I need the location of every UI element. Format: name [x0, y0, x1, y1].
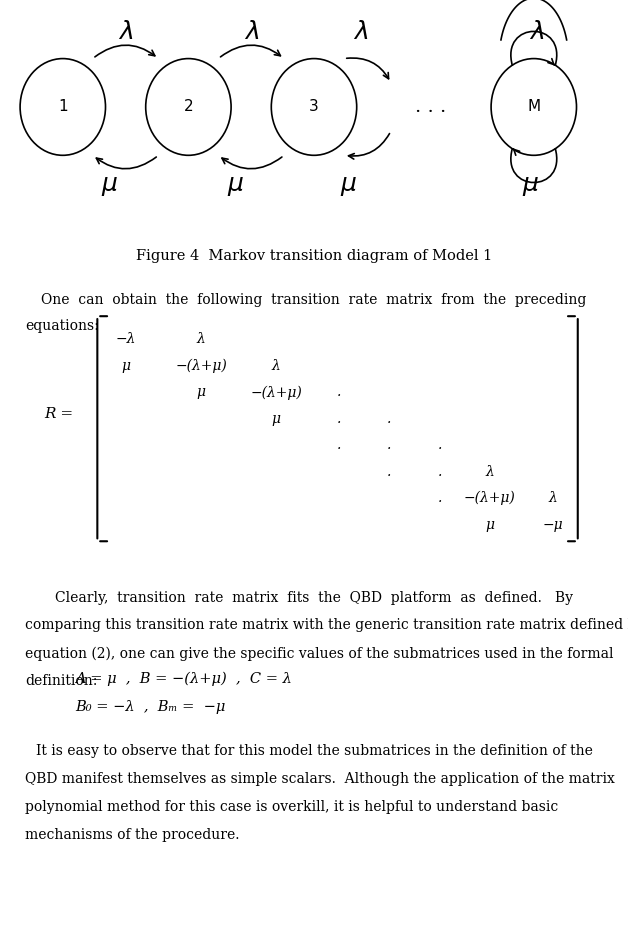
Text: −(λ+μ): −(λ+μ) — [175, 359, 227, 373]
Text: λ: λ — [272, 359, 281, 373]
Text: M: M — [528, 100, 540, 114]
Text: μ: μ — [121, 359, 130, 373]
Text: .: . — [337, 438, 341, 452]
Text: −λ: −λ — [116, 332, 136, 347]
Text: 3: 3 — [309, 100, 319, 114]
Text: $\mu$: $\mu$ — [227, 175, 244, 197]
Text: $\mu$: $\mu$ — [340, 175, 357, 197]
Text: .: . — [387, 465, 391, 479]
Text: $\lambda$: $\lambda$ — [244, 21, 259, 44]
Text: $\mu$: $\mu$ — [522, 175, 539, 197]
Text: B₀ = −λ  ,  Bₘ =  −μ: B₀ = −λ , Bₘ = −μ — [75, 699, 225, 714]
Text: μ: μ — [272, 412, 281, 426]
Text: .: . — [438, 465, 441, 479]
Text: $\mu$: $\mu$ — [101, 175, 119, 197]
Text: Figure 4  Markov transition diagram of Model 1: Figure 4 Markov transition diagram of Mo… — [136, 248, 492, 263]
Text: . . .: . . . — [414, 98, 446, 116]
Text: R =: R = — [44, 406, 73, 421]
Text: mechanisms of the procedure.: mechanisms of the procedure. — [25, 828, 240, 842]
FancyArrowPatch shape — [222, 157, 282, 168]
Text: .: . — [438, 491, 441, 505]
Text: −(λ+μ): −(λ+μ) — [464, 491, 516, 505]
FancyArrowPatch shape — [347, 58, 389, 79]
Text: −μ: −μ — [543, 517, 563, 532]
Text: $\lambda$: $\lambda$ — [529, 21, 544, 44]
Text: 1: 1 — [58, 100, 68, 114]
FancyArrowPatch shape — [548, 59, 555, 65]
Text: One  can  obtain  the  following  transition  rate  matrix  from  the  preceding: One can obtain the following transition … — [41, 293, 587, 307]
Text: It is easy to observe that for this model the submatrices in the definition of t: It is easy to observe that for this mode… — [36, 744, 592, 758]
Text: QBD manifest themselves as simple scalars.  Although the application of the matr: QBD manifest themselves as simple scalar… — [25, 772, 615, 786]
FancyArrowPatch shape — [96, 157, 156, 168]
Text: .: . — [387, 438, 391, 452]
Text: .: . — [387, 412, 391, 426]
Text: −(λ+μ): −(λ+μ) — [251, 385, 302, 400]
Text: μ: μ — [485, 517, 494, 532]
Text: A = μ  ,  B = −(λ+μ)  ,  C = λ: A = μ , B = −(λ+μ) , C = λ — [75, 671, 292, 686]
FancyArrowPatch shape — [95, 46, 155, 57]
Text: λ: λ — [197, 332, 205, 347]
FancyArrowPatch shape — [349, 134, 389, 159]
Text: μ: μ — [197, 385, 205, 399]
FancyArrowPatch shape — [513, 149, 520, 155]
Text: equation (2), one can give the specific values of the submatrices used in the fo: equation (2), one can give the specific … — [25, 646, 614, 660]
Text: λ: λ — [485, 465, 494, 479]
Text: .: . — [337, 385, 341, 399]
Text: 2: 2 — [183, 100, 193, 114]
Text: equations:: equations: — [25, 319, 99, 333]
Text: Clearly,  transition  rate  matrix  fits  the  QBD  platform  as  defined.   By: Clearly, transition rate matrix fits the… — [55, 591, 573, 604]
Text: $\lambda$: $\lambda$ — [354, 21, 369, 44]
FancyArrowPatch shape — [220, 46, 281, 57]
Text: λ: λ — [548, 491, 557, 505]
Text: $\lambda$: $\lambda$ — [118, 21, 133, 44]
Text: .: . — [438, 438, 441, 452]
Text: definition:: definition: — [25, 674, 97, 688]
Text: polynomial method for this case is overkill, it is helpful to understand basic: polynomial method for this case is overk… — [25, 800, 558, 814]
Text: .: . — [337, 412, 341, 426]
Text: comparing this transition rate matrix with the generic transition rate matrix de: comparing this transition rate matrix wi… — [25, 618, 628, 632]
